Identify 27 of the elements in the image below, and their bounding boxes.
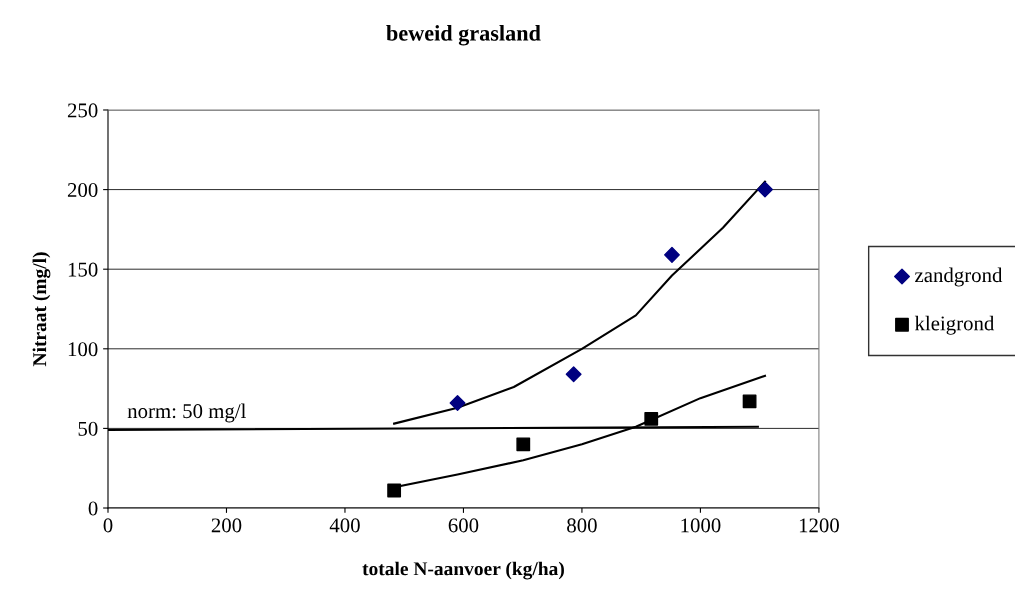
point <box>387 483 402 498</box>
x-tick-label: 1200 <box>799 518 839 533</box>
chart-title: beweid grasland <box>386 25 541 46</box>
legend-label: kleigrond <box>914 315 995 335</box>
y-tick-label: 50 <box>78 421 98 436</box>
y-tick-label: 0 <box>88 501 98 516</box>
x-tick-label: 0 <box>103 518 113 533</box>
point <box>449 394 466 411</box>
legend-label: zandgrond <box>915 267 1003 287</box>
y-axis-title: Nitraat (mg/l) <box>32 252 51 367</box>
x-axis-title: totale N-aanvoer (kg/ha) <box>362 561 564 580</box>
x-tick-label: 600 <box>448 518 479 533</box>
x-tick-label: 400 <box>329 518 360 533</box>
point <box>644 411 659 426</box>
x-tick-label: 200 <box>211 518 242 533</box>
point <box>664 246 680 263</box>
y-tick-label: 100 <box>68 342 98 357</box>
y-tick-label: 250 <box>67 103 98 118</box>
y-tick-label: 200 <box>67 182 98 198</box>
point <box>757 181 773 198</box>
x-tick-label: 1000 <box>681 518 721 533</box>
point <box>565 366 582 383</box>
point <box>742 394 757 409</box>
x-tick-label: 800 <box>567 518 597 533</box>
point <box>516 437 531 452</box>
y-tick-label: 150 <box>68 262 98 277</box>
annotation: norm: 50 mg/l <box>127 403 246 423</box>
